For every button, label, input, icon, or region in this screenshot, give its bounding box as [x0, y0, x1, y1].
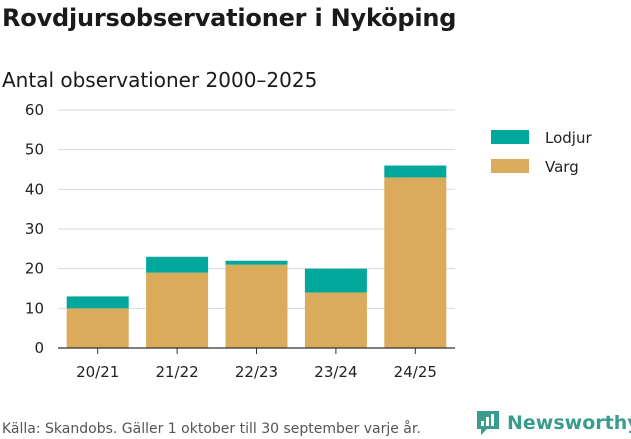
chart-subtitle: Antal observationer 2000–2025: [2, 68, 318, 92]
x-axis-ticks: 20/21 21/22 22/23 23/24 24/25: [76, 348, 437, 381]
legend-swatch-lodjur: [491, 130, 529, 144]
newsworthy-logo-icon: [477, 411, 499, 435]
legend-label-varg: Varg: [545, 158, 579, 176]
bar-lodjur-23-24: [304, 268, 367, 293]
y-tick-label: 30: [25, 220, 44, 238]
bar-varg-20-21: [66, 308, 129, 348]
bar-lodjur-21-22: [146, 256, 209, 273]
y-tick-label: 0: [34, 339, 44, 357]
y-axis-ticks: 0 10 20 30 40 50 60: [25, 101, 44, 357]
bar-varg-21-22: [146, 272, 209, 348]
y-tick-label: 10: [25, 299, 44, 317]
brand-name: Newsworthy: [507, 412, 631, 434]
source-note: Källa: Skandobs. Gäller 1 oktober till 3…: [2, 421, 421, 437]
y-tick-label: 60: [25, 101, 44, 119]
chart-title: Rovdjursobservationer i Nyköping: [2, 4, 457, 32]
x-tick-label: 21/22: [155, 363, 198, 381]
brand-logo: Newsworthy: [475, 409, 631, 437]
bar-varg-23-24: [304, 292, 367, 348]
legend-label-lodjur: Lodjur: [545, 129, 592, 147]
y-tick-label: 40: [25, 180, 44, 198]
bar-lodjur-20-21: [66, 296, 129, 309]
y-tick-label: 50: [25, 141, 44, 159]
bar-varg-22-23: [225, 264, 288, 348]
bar-lodjur-24-25: [384, 165, 447, 178]
bars: [66, 165, 447, 348]
x-tick-label: 22/23: [235, 363, 278, 381]
x-tick-label: 24/25: [394, 363, 437, 381]
bar-lodjur-22-23: [225, 260, 288, 265]
x-tick-label: 23/24: [314, 363, 357, 381]
legend: Lodjur Varg: [491, 129, 592, 176]
y-tick-label: 20: [25, 260, 44, 278]
x-tick-label: 20/21: [76, 363, 119, 381]
legend-swatch-varg: [491, 159, 529, 173]
bar-varg-24-25: [384, 177, 447, 348]
